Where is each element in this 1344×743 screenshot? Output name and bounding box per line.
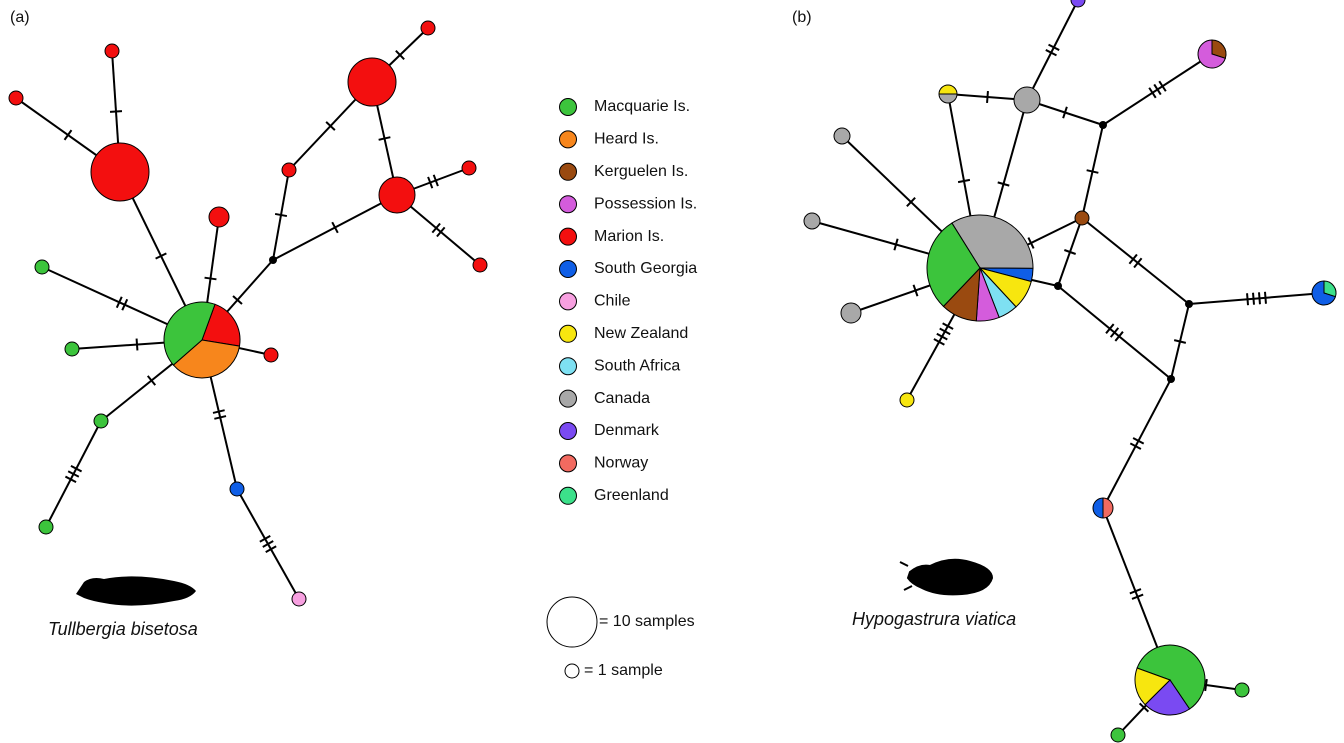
legend-label: Chile — [594, 293, 631, 310]
haplotype — [841, 303, 861, 323]
haplotype — [264, 348, 278, 362]
mutation-tick — [213, 410, 225, 413]
legend: Macquarie Is. Heard Is. Kerguelen Is. Posse… — [560, 98, 698, 504]
scale-label: = 10 samples — [599, 613, 695, 630]
haplotype — [834, 128, 850, 144]
panel-label: (a) — [10, 9, 30, 26]
median-vector — [1054, 282, 1062, 290]
haplotype — [39, 520, 53, 534]
legend-label: Norway — [594, 455, 648, 472]
legend-swatch — [560, 455, 577, 472]
haplotype — [9, 91, 23, 105]
mutation-tick — [266, 546, 276, 552]
panel-label: (b) — [792, 9, 812, 26]
legend-swatch — [560, 358, 577, 375]
haplotype-slice — [939, 94, 957, 103]
mutation-tick — [260, 536, 270, 542]
legend-swatch — [560, 487, 577, 504]
mutation-tick — [214, 416, 226, 419]
springtail-silhouette — [900, 560, 992, 595]
legend-swatch — [560, 99, 577, 116]
median-vector — [1167, 375, 1175, 383]
mutation-tick — [1174, 340, 1186, 343]
median-vector — [269, 256, 277, 264]
haplotype — [379, 177, 415, 213]
legend-label: South Georgia — [594, 260, 697, 277]
legend-swatch — [560, 390, 577, 407]
mutation-tick — [205, 278, 217, 280]
figure: (a) (b) Tullbergia bisetosa Hypogastrura… — [0, 0, 1344, 743]
legend-label: Marion Is. — [594, 228, 664, 245]
haplotype — [91, 143, 149, 201]
edge — [1082, 218, 1189, 304]
mutation-tick — [987, 91, 988, 103]
mutation-tick — [1265, 292, 1266, 304]
haplotype — [35, 260, 49, 274]
legend-swatch — [560, 293, 577, 310]
legend-swatch — [560, 228, 577, 245]
species-name: Tullbergia bisetosa — [48, 619, 198, 639]
haplotype-slice — [1103, 498, 1113, 518]
haplotype — [462, 161, 476, 175]
mutation-tick — [110, 111, 122, 112]
haplotype — [1014, 87, 1040, 113]
haplotype — [1235, 683, 1249, 697]
legend-label: Canada — [594, 390, 650, 407]
mutation-tick — [1259, 292, 1260, 304]
haplotype — [1075, 211, 1089, 225]
mutation-tick — [379, 137, 391, 140]
haplotype — [421, 21, 435, 35]
legend-label: South Africa — [594, 357, 680, 374]
mutation-tick — [1253, 293, 1254, 305]
legend-swatch — [560, 131, 577, 148]
haplotype — [282, 163, 296, 177]
scale-label: = 1 sample — [584, 662, 663, 679]
legend-label: Denmark — [594, 422, 660, 439]
mutation-tick — [1087, 170, 1099, 173]
median-vector — [1099, 121, 1107, 129]
haplotype — [105, 44, 119, 58]
edge — [1189, 293, 1324, 304]
legend-label: Kerguelen Is. — [594, 163, 688, 180]
legend-label: Heard Is. — [594, 131, 659, 148]
haplotype-slice — [939, 85, 957, 94]
legend-label: New Zealand — [594, 325, 688, 342]
legend-swatch — [560, 163, 577, 180]
legend-label: Greenland — [594, 487, 669, 504]
legend-swatch — [560, 325, 577, 342]
legend-label: Macquarie Is. — [594, 98, 690, 115]
mutation-tick — [263, 541, 273, 547]
legend-swatch — [560, 196, 577, 213]
edge — [1103, 379, 1171, 508]
scale-circle — [547, 597, 597, 647]
mutation-tick — [1247, 293, 1248, 305]
median-vector — [1185, 300, 1193, 308]
mutation-tick — [1154, 84, 1161, 94]
haplotype — [230, 482, 244, 496]
species-name: Hypogastrura viatica — [852, 609, 1016, 629]
legend-swatch — [560, 423, 577, 440]
haplotype — [348, 58, 396, 106]
haplotype — [292, 592, 306, 606]
mutation-tick — [137, 339, 138, 351]
mutation-tick — [1159, 81, 1166, 91]
haplotype — [473, 258, 487, 272]
scale-circle — [565, 664, 579, 678]
haplotype — [804, 213, 820, 229]
legend-label: Possession Is. — [594, 195, 697, 212]
springtail-silhouette — [76, 576, 196, 605]
mutation-tick — [1149, 88, 1156, 98]
mutation-tick — [275, 214, 287, 216]
haplotype — [1071, 0, 1085, 7]
haplotype — [94, 414, 108, 428]
haplotype — [65, 342, 79, 356]
mutation-tick — [65, 130, 72, 140]
mutation-tick — [958, 180, 970, 182]
haplotype — [1111, 728, 1125, 742]
haplotype — [900, 393, 914, 407]
haplotype — [209, 207, 229, 227]
edge — [1027, 0, 1078, 100]
legend-swatch — [560, 261, 577, 278]
haplotype-slice — [1093, 498, 1103, 518]
